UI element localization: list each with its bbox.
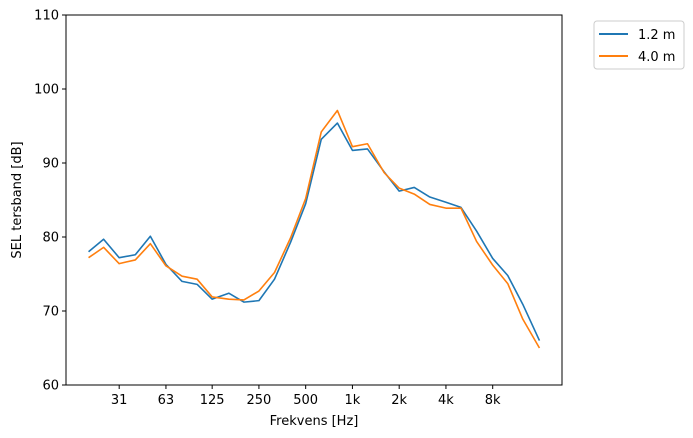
x-tick-label: 2k (391, 393, 407, 408)
x-axis-label: Frekvens [Hz] (270, 414, 359, 429)
y-tick-label: 70 (42, 305, 59, 320)
x-tick-label: 1k (345, 393, 361, 408)
x-axis: 31 63 125 250 500 1k 2k 4k 8k (111, 385, 501, 408)
x-tick-label: 500 (293, 393, 318, 408)
y-axis-label: SEL tersband [dB] (10, 141, 25, 258)
y-tick-label: 60 (42, 379, 59, 394)
series-line-1 (88, 122, 541, 341)
y-tick-label: 110 (34, 9, 59, 24)
plot-lines (88, 109, 541, 349)
legend-label-4-0m: 4.0 m (638, 50, 675, 65)
x-tick-label: 63 (158, 393, 175, 408)
x-tick-label: 31 (111, 393, 128, 408)
series-line-2 (88, 109, 541, 349)
legend-label-1-2m: 1.2 m (638, 28, 675, 43)
x-tick-label: 8k (485, 393, 501, 408)
axes-frame (65, 14, 563, 386)
y-tick-label: 90 (42, 157, 59, 172)
y-tick-label: 80 (42, 231, 59, 246)
y-tick-label: 100 (34, 83, 59, 98)
x-tick-label: 4k (438, 393, 454, 408)
x-tick-label: 250 (247, 393, 272, 408)
legend: 1.2 m 4.0 m (593, 20, 685, 70)
y-axis: 60 70 80 90 100 110 (34, 9, 66, 394)
x-tick-label: 125 (200, 393, 225, 408)
